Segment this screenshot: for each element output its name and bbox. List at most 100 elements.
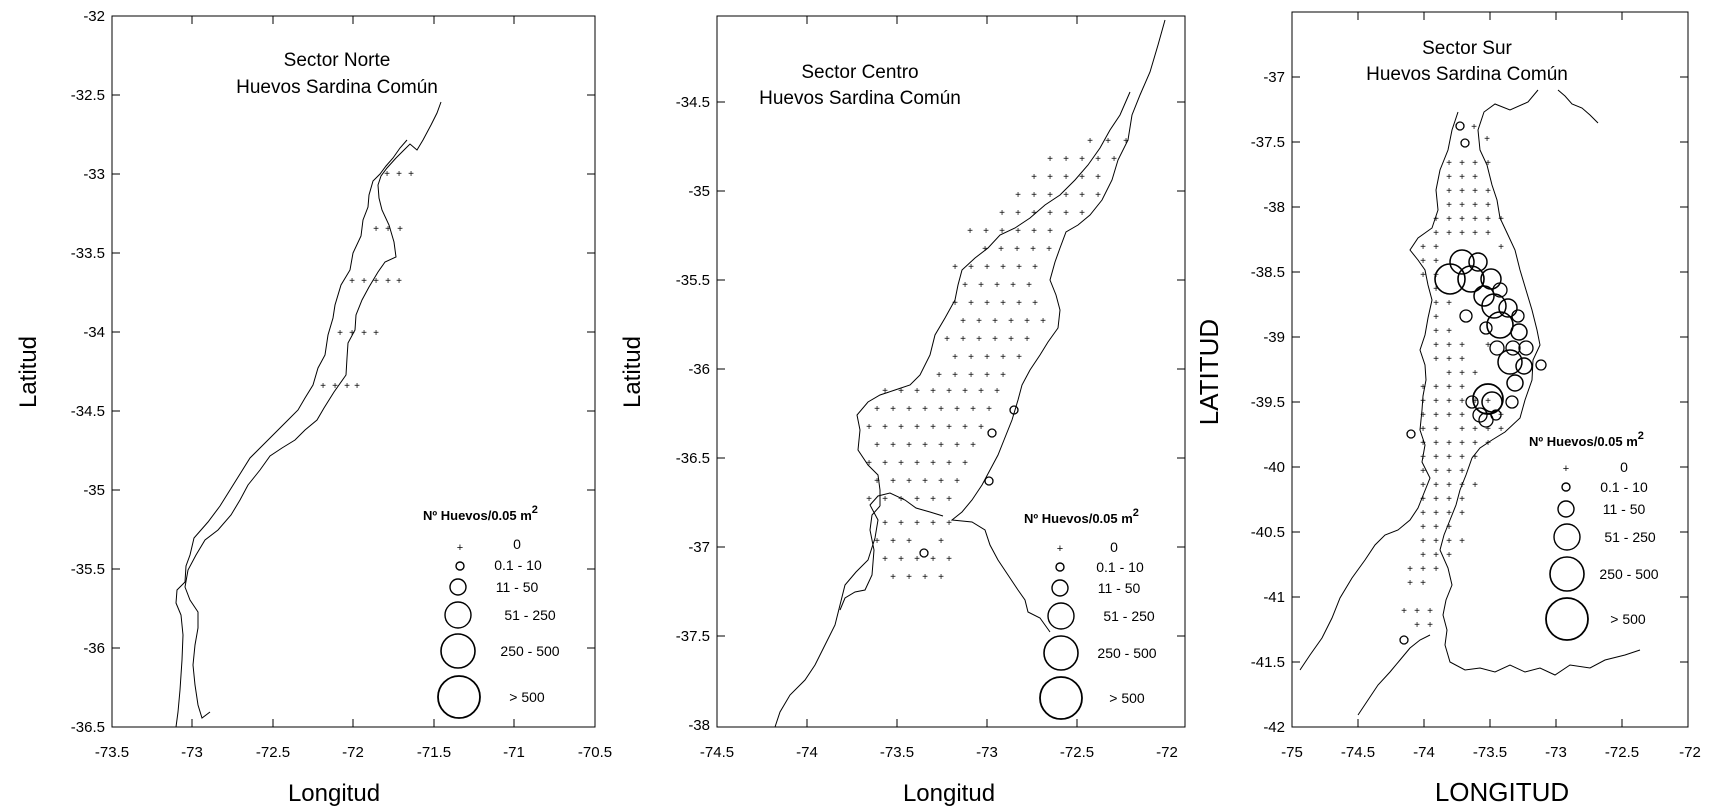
svg-text:+: + [332, 381, 338, 392]
legend-label: 51 - 250 [1604, 529, 1656, 545]
map-title-line1: Sector Sur [1422, 38, 1512, 59]
legend-label: 250 - 500 [1097, 645, 1156, 661]
svg-text:+: + [1446, 480, 1452, 491]
svg-text:+: + [1046, 244, 1052, 255]
svg-text:+: + [968, 370, 974, 381]
svg-text:+: + [906, 440, 912, 451]
y-tick-label: -37 [1263, 69, 1285, 86]
legend-label: > 500 [509, 689, 545, 705]
y-tick-label: -37 [688, 539, 710, 556]
svg-text:+: + [1484, 134, 1490, 145]
svg-text:+: + [1459, 172, 1465, 183]
legend-label: 11 - 50 [496, 579, 539, 595]
svg-text:+: + [882, 422, 888, 433]
y-tick-labels: -37 -37.5 -38 -38.5 -39 -39.5 -40 -40.5 … [1251, 69, 1285, 736]
y-axis-label: LATITUD [1194, 319, 1224, 425]
svg-text:+: + [922, 440, 928, 451]
x-tick-label: -72.5 [256, 744, 290, 761]
svg-text:+: + [1433, 438, 1439, 449]
svg-text:+: + [1031, 208, 1037, 219]
svg-text:+: + [1433, 256, 1439, 267]
legend-title: Nº Huevos/0.05 m2 [423, 504, 538, 523]
x-tick-label: -73.5 [880, 744, 914, 761]
svg-text:+: + [914, 386, 920, 397]
svg-text:+: + [1420, 508, 1426, 519]
svg-text:+: + [930, 554, 936, 565]
svg-text:+: + [898, 458, 904, 469]
svg-text:+: + [1433, 312, 1439, 323]
svg-text:+: + [1459, 466, 1465, 477]
svg-text:+: + [1040, 316, 1046, 327]
x-axis-label: Longitud [288, 780, 380, 807]
isobath-line [1299, 111, 1459, 671]
svg-text:+: + [866, 458, 872, 469]
svg-text:+: + [1414, 620, 1420, 631]
svg-text:+: + [874, 536, 880, 547]
svg-text:+: + [1446, 368, 1452, 379]
svg-text:+: + [1433, 298, 1439, 309]
svg-text:+: + [1433, 228, 1439, 239]
svg-text:+: + [930, 494, 936, 505]
svg-text:+: + [1472, 228, 1478, 239]
y-tick-label: -32.5 [71, 87, 105, 104]
svg-text:+: + [1433, 424, 1439, 435]
svg-text:+: + [874, 476, 880, 487]
svg-text:+: + [1446, 228, 1452, 239]
svg-text:+: + [882, 554, 888, 565]
svg-text:+: + [1407, 564, 1413, 575]
y-tick-label: -42 [1263, 719, 1285, 736]
svg-text:+: + [962, 422, 968, 433]
svg-text:+: + [1446, 410, 1452, 421]
svg-text:+: + [1446, 536, 1452, 547]
svg-text:+: + [882, 458, 888, 469]
y-axis-label: Latitud [619, 336, 646, 408]
svg-text:+: + [930, 386, 936, 397]
svg-text:+: + [994, 386, 1000, 397]
map-title-line2: Huevos Sardina Común [1366, 64, 1568, 85]
svg-text:+: + [1030, 244, 1036, 255]
svg-text:+: + [970, 404, 976, 415]
svg-text:+: + [968, 262, 974, 273]
svg-text:+: + [1111, 154, 1117, 165]
legend-symbol-51-250 [444, 601, 472, 629]
svg-text:+: + [1014, 244, 1020, 255]
svg-text:+: + [1433, 564, 1439, 575]
svg-text:+: + [1472, 172, 1478, 183]
svg-text:+: + [354, 381, 360, 392]
svg-text:+: + [1420, 578, 1426, 589]
svg-text:+: + [1459, 410, 1465, 421]
svg-text:+: + [1485, 424, 1491, 435]
legend-symbol-0.1-10 [1561, 482, 1571, 492]
svg-text:+: + [914, 494, 920, 505]
svg-text:+: + [1433, 242, 1439, 253]
svg-text:+: + [898, 494, 904, 505]
x-axis-label: LONGITUD [1435, 777, 1569, 807]
legend-symbol-250-500 [440, 633, 476, 669]
x-tick-label: -74 [796, 744, 818, 761]
svg-text:+: + [906, 476, 912, 487]
svg-text:+: + [968, 298, 974, 309]
svg-text:+: + [349, 276, 355, 287]
svg-text:+: + [1063, 190, 1069, 201]
svg-text:+: + [1123, 136, 1129, 147]
svg-text:+: + [882, 386, 888, 397]
svg-text:+: + [1063, 172, 1069, 183]
svg-text:+: + [930, 518, 936, 529]
svg-text:+: + [1016, 262, 1022, 273]
svg-text:+: + [882, 518, 888, 529]
y-tick-label: -35 [688, 183, 710, 200]
svg-text:+: + [874, 404, 880, 415]
svg-text:+: + [1459, 424, 1465, 435]
y-tick-label: -36.5 [71, 719, 105, 736]
svg-text:+: + [898, 554, 904, 565]
svg-text:+: + [946, 422, 952, 433]
svg-text:+: + [1095, 190, 1101, 201]
map-legend: Nº Huevos/0.05 m2 + 0 0.1 - 10 11 - 50 5… [1024, 507, 1157, 720]
svg-text:+: + [906, 536, 912, 547]
svg-text:+: + [890, 572, 896, 583]
y-tick-label: -37.5 [1251, 134, 1285, 151]
svg-text:+: + [1459, 452, 1465, 463]
legend-symbol-0.1-10 [455, 561, 465, 571]
legend-label: > 500 [1610, 611, 1646, 627]
